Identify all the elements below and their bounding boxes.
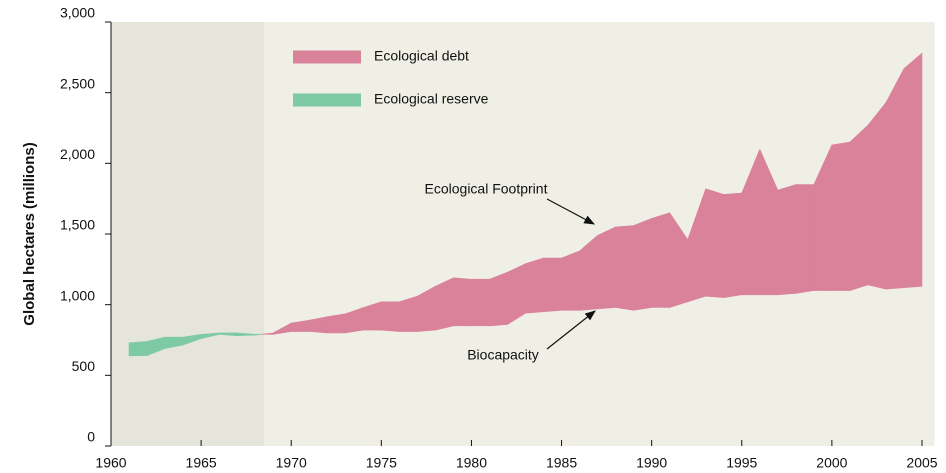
y-tick-label: 1,000 <box>60 287 95 303</box>
annotation: Ecological Footprint <box>425 181 548 197</box>
plot-area <box>111 22 935 446</box>
x-tick-label: 2000 <box>816 455 847 471</box>
debt-area <box>435 277 454 331</box>
debt-area <box>867 101 887 290</box>
reserve-area <box>254 334 262 336</box>
y-tick-label: 500 <box>72 358 96 374</box>
debt-area <box>326 313 346 334</box>
debt-area <box>903 52 923 289</box>
x-tick-label: 1985 <box>546 455 577 471</box>
debt-area <box>399 295 418 332</box>
x-tick-label: 1965 <box>186 455 217 471</box>
debt-area <box>723 192 743 298</box>
x-tick-label: 1990 <box>636 455 667 471</box>
debt-area <box>777 184 797 296</box>
debt-area <box>471 278 490 327</box>
annotation-arrow <box>546 198 595 225</box>
y-tick-label: 3,000 <box>60 5 95 21</box>
debt-area <box>615 225 634 311</box>
y-axis-title: Global hectares (millions) <box>21 142 38 325</box>
debt-area <box>597 226 616 310</box>
x-tick-label: 1995 <box>726 455 757 471</box>
x-tick-label: 2005 <box>906 455 937 471</box>
legend-swatch <box>293 93 361 107</box>
debt-area <box>885 68 905 290</box>
legend-label: Ecological debt <box>374 48 469 64</box>
x-tick-label: 1960 <box>95 455 126 471</box>
y-tick-label: 1,500 <box>60 217 95 233</box>
debt-area <box>795 184 815 294</box>
debt-area <box>651 212 670 308</box>
reserve-area <box>128 341 148 357</box>
debt-area <box>489 271 508 327</box>
x-tick-label: 1980 <box>456 455 487 471</box>
debt-area <box>453 277 472 327</box>
annotation-arrow <box>546 310 596 350</box>
x-tick-label: 1970 <box>276 455 307 471</box>
debt-area <box>381 301 400 332</box>
debt-area <box>849 124 869 291</box>
debt-area <box>543 257 562 313</box>
debt-area <box>705 188 725 298</box>
debt-area <box>831 141 851 291</box>
debt-area <box>633 218 652 311</box>
y-tick-label: 2,500 <box>60 75 95 91</box>
debt-area <box>561 250 580 311</box>
debt-area <box>525 257 544 314</box>
x-tick-label: 1975 <box>366 455 397 471</box>
shaded-period <box>111 22 265 446</box>
legend-swatch <box>293 50 361 64</box>
legend-label: Ecological reserve <box>374 91 489 107</box>
y-tick-label: 2,000 <box>60 146 95 162</box>
y-tick-label: 0 <box>87 429 95 445</box>
annotation: Biocapacity <box>467 347 539 363</box>
